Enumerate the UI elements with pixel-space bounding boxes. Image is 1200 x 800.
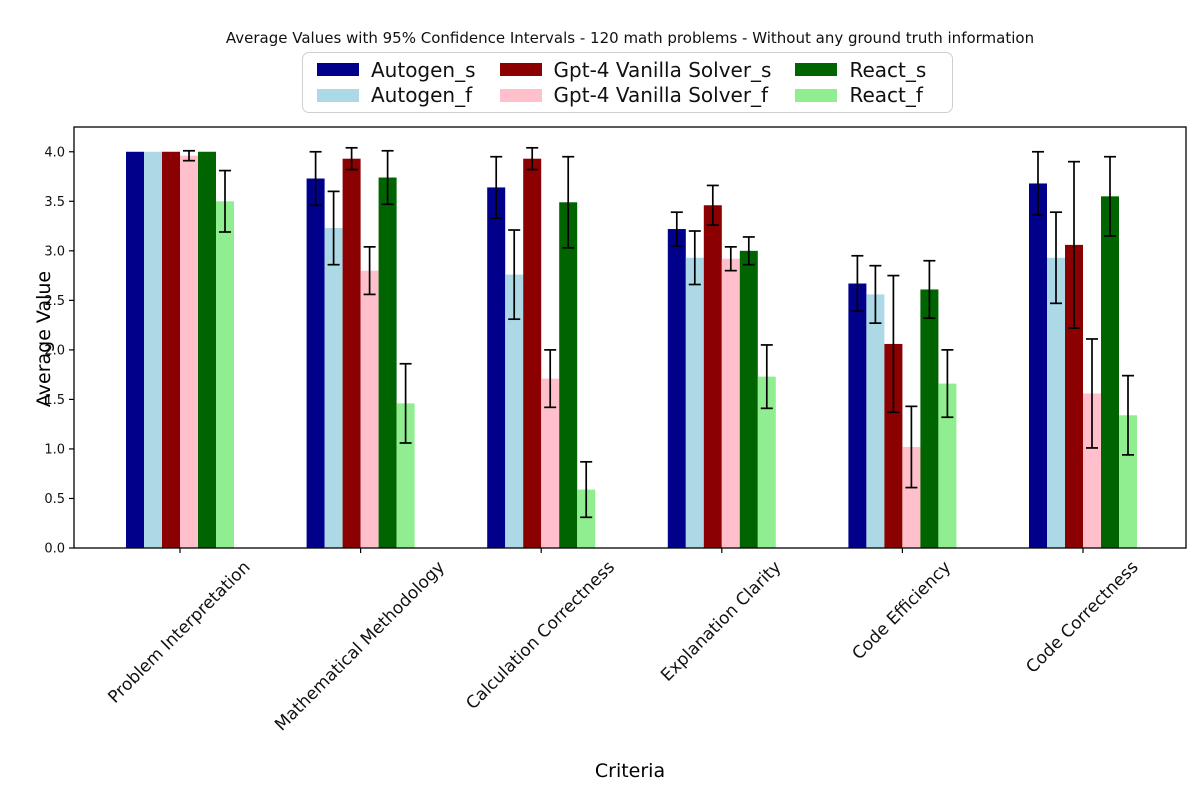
legend-label: Autogen_s	[371, 57, 476, 82]
legend-item-gpt-4-vanilla-solver-f: Gpt-4 Vanilla Solver_f	[499, 83, 772, 108]
bar-gpt-4-vanilla-solver-s-1	[162, 151, 180, 548]
bar-react-s-6	[1101, 196, 1119, 548]
legend-item-autogen-s: Autogen_s	[317, 58, 476, 82]
bar-react-s-4	[739, 250, 758, 548]
legend-label: Gpt-4 Vanilla Solver_f	[553, 83, 769, 108]
legend-swatch-icon	[499, 88, 542, 102]
y-tick-label: 1.0	[44, 442, 65, 457]
x-tick-label: Problem Interpretation	[104, 557, 254, 707]
legend-label: React_f	[849, 83, 923, 108]
bar-gpt-4-vanilla-solver-s-3	[523, 158, 542, 548]
y-tick-label: 2.5	[44, 294, 65, 309]
x-tick-label: Code Efficiency	[849, 557, 956, 664]
bar-gpt-4-vanilla-solver-f-6	[1083, 393, 1101, 548]
y-tick-label: 3.0	[44, 244, 65, 259]
bar-gpt-4-vanilla-solver-f-5	[902, 446, 921, 548]
bar-gpt-4-vanilla-solver-s-2	[342, 158, 361, 548]
bar-gpt-4-vanilla-solver-s-5	[884, 343, 903, 548]
bar-autogen-f-4	[685, 257, 704, 548]
legend-swatch-icon	[317, 63, 359, 77]
bar-autogen-f-2	[324, 228, 343, 549]
legend-item-react-s: React_s	[795, 58, 926, 82]
bar-react-s-2	[378, 177, 397, 548]
chart-title: Average Values with 95% Confidence Inter…	[225, 29, 1035, 47]
bar-autogen-s-4	[667, 229, 686, 549]
legend-item-autogen-f: Autogen_f	[317, 83, 476, 107]
bar-autogen-f-1	[144, 151, 162, 548]
plot-frame	[73, 126, 1187, 549]
bar-react-s-5	[920, 289, 939, 548]
y-tick-label: 0.0	[44, 542, 65, 557]
y-tick-label: 4.0	[44, 145, 65, 160]
legend-swatch-icon	[795, 63, 838, 77]
y-tick-label: 1.5	[44, 393, 65, 408]
bar-gpt-4-vanilla-solver-s-4	[703, 205, 722, 548]
x-tick-label: Explanation Clarity	[657, 557, 785, 685]
bar-react-s-3	[559, 202, 578, 548]
bar-autogen-s-6	[1029, 183, 1047, 548]
legend-swatch-icon	[795, 88, 838, 102]
bar-gpt-4-vanilla-solver-f-4	[721, 258, 740, 548]
bar-autogen-f-3	[505, 274, 524, 548]
chart-legend: Autogen_s Autogen_f Gpt-4 Vanilla Solver_s…	[302, 52, 953, 113]
legend-item-gpt-4-vanilla-solver-s: Gpt-4 Vanilla Solver_s	[499, 57, 772, 82]
legend-label: Gpt-4 Vanilla Solver_s	[553, 57, 772, 82]
bar-autogen-s-3	[487, 187, 506, 548]
bar-gpt-4-vanilla-solver-f-2	[360, 270, 379, 548]
bar-react-s-1	[198, 151, 216, 548]
y-tick-label: 0.5	[44, 492, 65, 507]
bar-autogen-s-5	[848, 283, 867, 548]
x-tick-label: Code Correctness	[1022, 557, 1142, 677]
bar-autogen-f-5	[866, 294, 885, 548]
bar-gpt-4-vanilla-solver-f-3	[541, 378, 560, 548]
y-tick-label: 3.5	[44, 195, 65, 210]
bar-autogen-s-2	[306, 178, 325, 548]
legend-swatch-icon	[317, 88, 359, 102]
x-tick-label: Calculation Correctness	[462, 557, 619, 714]
y-tick-label: 2.0	[44, 343, 65, 358]
bar-react-f-2	[396, 403, 415, 548]
bar-autogen-s-1	[126, 151, 144, 548]
bar-react-f-1	[216, 201, 234, 548]
bar-gpt-4-vanilla-solver-f-1	[180, 155, 198, 549]
bar-react-f-3	[577, 489, 596, 548]
bar-react-f-6	[1119, 415, 1137, 548]
bar-gpt-4-vanilla-solver-s-6	[1065, 244, 1083, 548]
x-tick-label: Mathematical Methodology	[271, 557, 449, 735]
x-axis-label: Criteria	[594, 760, 666, 782]
bar-autogen-f-6	[1047, 257, 1065, 548]
bar-react-f-5	[938, 383, 957, 548]
legend-label: Autogen_f	[371, 83, 473, 108]
y-axis-label: Average Value	[33, 270, 55, 408]
bar-react-f-4	[757, 376, 776, 548]
legend-swatch-icon	[499, 63, 542, 77]
legend-item-react-f: React_f	[795, 83, 926, 107]
legend-label: React_s	[849, 57, 927, 82]
